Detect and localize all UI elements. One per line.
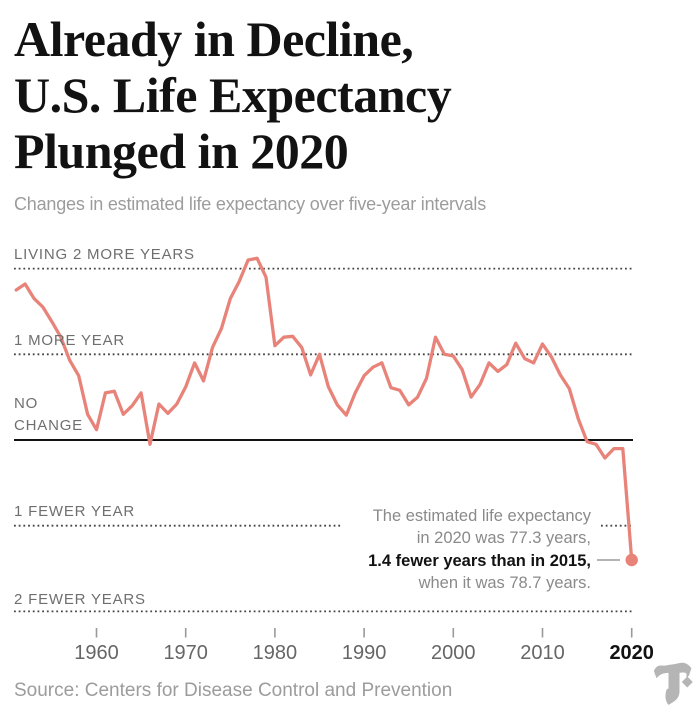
- x-label-2010: 2010: [520, 642, 565, 664]
- gridlines: [14, 267, 633, 613]
- x-label-1990: 1990: [341, 642, 387, 664]
- y-label-no-change-line2: CHANGE: [14, 417, 83, 434]
- life-expectancy-change-line: [14, 256, 634, 562]
- annotation-line-4: when it was 78.7 years.: [418, 573, 591, 592]
- y-label-plus1: 1 MORE YEAR: [14, 332, 126, 349]
- annotation-2020: The estimated life expectancy in 2020 wa…: [300, 505, 591, 594]
- annotation-line-3-bold: 1.4 fewer years than in 2015,: [368, 551, 591, 570]
- y-label-plus2: LIVING 2 MORE YEARS: [14, 246, 195, 263]
- y-label-minus1: 1 FEWER YEAR: [14, 503, 136, 520]
- x-label-1970: 1970: [163, 642, 208, 664]
- source-credit: Source: Centers for Disease Control and …: [14, 680, 453, 701]
- x-label-1980: 1980: [252, 642, 298, 664]
- y-label-minus2: 2 FEWER YEARS: [14, 591, 146, 608]
- annotation-line-1: The estimated life expectancy: [372, 507, 591, 525]
- chart-subtitle: Changes in estimated life expectancy ove…: [14, 194, 487, 214]
- x-label-1960: 1960: [74, 642, 119, 664]
- title-line-2: U.S. Life Expectancy: [14, 67, 452, 123]
- nyt-logo-icon: [653, 662, 693, 705]
- x-axis-ticks: [95, 628, 633, 638]
- x-label-2020: 2020: [609, 642, 654, 664]
- page-title: Already in Decline, U.S. Life Expectancy…: [14, 11, 452, 179]
- title-line-1: Already in Decline,: [14, 11, 414, 67]
- data-point-2020-dot: [625, 553, 638, 567]
- y-label-no-change-line1: NO: [14, 395, 39, 412]
- y-label-no-change: NO CHANGE: [14, 393, 83, 437]
- title-line-3: Plunged in 2020: [14, 123, 349, 179]
- x-label-2000: 2000: [431, 642, 476, 664]
- annotation-line-2: in 2020 was 77.3 years,: [416, 529, 591, 548]
